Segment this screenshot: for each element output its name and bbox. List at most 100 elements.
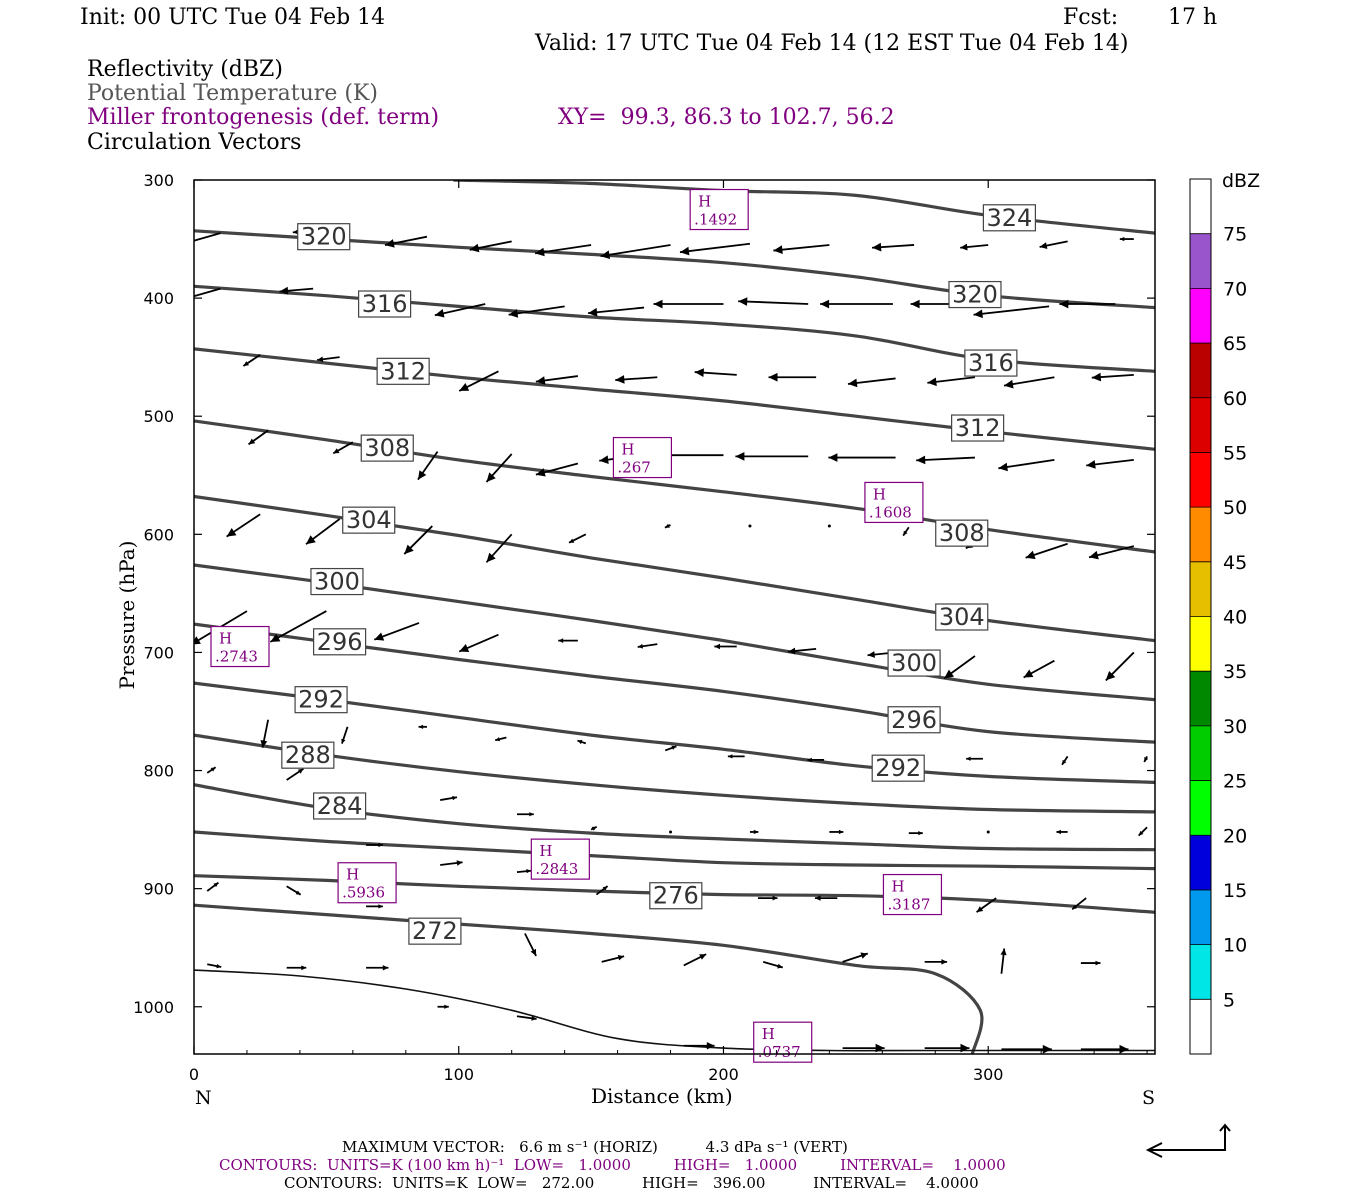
circulation-vector	[332, 441, 354, 455]
circulation-vector	[773, 244, 830, 254]
circulation-vector	[976, 897, 997, 913]
circulation-vector	[494, 736, 507, 742]
circulation-vector	[516, 869, 532, 874]
x-tick-label: 300	[973, 1065, 1004, 1084]
theta-label-308-b: 308	[939, 519, 985, 547]
theta-label-320-a: 320	[301, 223, 347, 251]
circulation-vector	[738, 297, 809, 306]
circulation-vector	[434, 303, 486, 318]
field-reflectivity: Reflectivity (dBZ)	[87, 57, 283, 82]
circulation-vector	[469, 240, 512, 253]
y-tick-label: 300	[143, 171, 174, 190]
maximum-symbol: H	[346, 866, 359, 884]
circulation-vector	[516, 1015, 537, 1021]
theta-contour-280	[194, 830, 1155, 871]
y-axis-title: Pressure (hPa)	[115, 540, 139, 690]
circulation-vector	[384, 235, 428, 248]
circulation-vector	[820, 299, 893, 309]
colorbar-swatch	[1190, 671, 1211, 726]
theta-label-300-b-box	[887, 649, 941, 677]
colorbar-level-label: 40	[1223, 607, 1247, 629]
circulation-vector	[842, 1043, 885, 1053]
circulation-vector	[847, 377, 896, 388]
maximum-symbol: H	[621, 441, 634, 459]
circulation-vector	[1000, 948, 1007, 974]
circulation-vector	[749, 829, 759, 835]
maximum-value: .0737	[758, 1043, 801, 1061]
theta-contour-272	[194, 903, 984, 1054]
circulation-vector	[679, 242, 751, 256]
frontogenesis-maximum: H.1492	[689, 188, 749, 231]
colorbar-level-label: 70	[1223, 278, 1247, 300]
theta-label-296-b: 296	[891, 706, 937, 734]
circulation-vector	[440, 795, 458, 801]
circulation-vector	[986, 830, 990, 834]
colorbar-swatch	[1190, 944, 1211, 1000]
colorbar-title: dBZ	[1222, 170, 1260, 192]
circulation-vector	[1071, 897, 1087, 911]
reference-vector-arrow-icon	[1145, 1123, 1231, 1158]
theta-label-296-b-box	[887, 706, 941, 734]
theta-label-276-a-box	[649, 882, 703, 910]
maximum-value: .267	[617, 459, 650, 477]
theta-label-312-b-box	[951, 414, 1005, 442]
circulation-vector	[366, 904, 383, 909]
theta-contour-308	[194, 419, 1155, 554]
colorbar-swatch	[1190, 889, 1211, 945]
circulation-vector	[305, 518, 341, 545]
circulation-vector	[807, 757, 825, 763]
circulation-vector	[458, 633, 499, 653]
colorbar-level-label: 75	[1223, 224, 1247, 246]
circulation-vector	[366, 842, 383, 848]
maximum-symbol: H	[698, 193, 711, 211]
circulation-vector	[827, 524, 831, 528]
theta-label-324-a-box	[982, 204, 1036, 232]
theta-label-320-b-box	[948, 280, 1002, 309]
y-tick-label: 700	[143, 643, 174, 662]
circulation-vector	[1001, 1044, 1052, 1054]
maximum-symbol: H	[762, 1025, 775, 1043]
theta-label-300-a-box	[310, 567, 364, 596]
theta-label-304-a: 304	[346, 506, 392, 534]
circulation-vector	[568, 533, 587, 544]
circulation-vector	[242, 354, 261, 367]
theta-label-304-b: 304	[939, 603, 985, 631]
circulation-vector	[418, 724, 427, 729]
circulation-vector	[768, 372, 817, 382]
circulation-vector	[1039, 240, 1068, 249]
field-circulation-vectors: Circulation Vectors	[87, 130, 302, 155]
y-tick-label: 400	[143, 289, 174, 308]
circulation-vector	[908, 831, 923, 836]
circulation-vector	[535, 462, 579, 477]
circulation-vector	[577, 739, 587, 745]
colorbar-level-label: 10	[1223, 935, 1247, 957]
colorbar-level-label: 25	[1223, 771, 1247, 793]
theta-label-296-a: 296	[317, 628, 363, 656]
circulation-vector	[458, 370, 499, 392]
colorbar-level-label: 30	[1223, 716, 1247, 738]
maximum-value: .1492	[694, 211, 737, 229]
circulation-vector	[902, 526, 910, 537]
maximum-symbol: H	[219, 630, 232, 648]
circulation-vector	[788, 647, 817, 655]
maximum-symbol: H	[539, 842, 552, 860]
circulation-vector	[601, 955, 625, 963]
contours-theta-note: CONTOURS: UNITS=K LOW= 272.00 HIGH= 396.…	[284, 1174, 979, 1192]
circulation-vector	[535, 375, 578, 385]
circulation-vector	[669, 830, 673, 834]
circulation-vector	[206, 766, 217, 774]
circulation-vector	[508, 305, 565, 318]
theta-label-312-b: 312	[955, 414, 1001, 442]
circulation-vector	[373, 622, 420, 641]
theta-label-308-a: 308	[364, 434, 410, 462]
colorbar-swatch	[1190, 999, 1211, 1054]
theta-label-304-b-box	[935, 603, 989, 631]
theta-contour-288	[194, 733, 1155, 814]
colorbar-swatch	[1190, 452, 1211, 508]
circulation-vector	[524, 933, 537, 957]
colorbar-swatch	[1190, 780, 1211, 836]
axis-end-right: S	[1142, 1087, 1156, 1109]
circulation-vector	[286, 885, 302, 896]
colorbar-swatch	[1190, 288, 1211, 344]
circulation-vector	[960, 243, 989, 251]
